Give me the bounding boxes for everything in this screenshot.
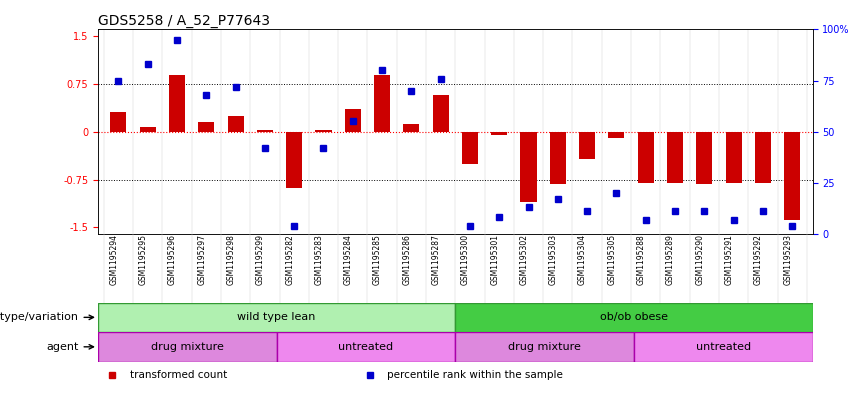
Bar — [140, 127, 156, 132]
Text: transformed count: transformed count — [130, 370, 227, 380]
Bar — [455, 303, 813, 332]
Text: GSM1195292: GSM1195292 — [754, 234, 762, 285]
Bar — [696, 132, 712, 184]
Text: agent: agent — [46, 342, 94, 352]
Bar — [726, 132, 742, 183]
Bar — [403, 124, 420, 132]
Bar — [637, 132, 654, 183]
Text: GSM1195287: GSM1195287 — [431, 234, 441, 285]
Text: drug mixture: drug mixture — [151, 342, 224, 352]
Text: GSM1195293: GSM1195293 — [783, 234, 792, 285]
Text: GSM1195299: GSM1195299 — [256, 234, 265, 285]
Text: GSM1195305: GSM1195305 — [608, 234, 616, 285]
Bar — [286, 132, 302, 188]
Bar — [432, 95, 448, 132]
Bar — [462, 132, 478, 163]
Text: GSM1195296: GSM1195296 — [168, 234, 177, 285]
Bar — [608, 132, 625, 138]
Bar — [455, 332, 634, 362]
Text: GSM1195285: GSM1195285 — [373, 234, 382, 285]
Text: GSM1195288: GSM1195288 — [637, 234, 646, 285]
Bar — [784, 132, 800, 220]
Bar — [257, 130, 273, 132]
Bar — [227, 116, 243, 132]
Bar — [168, 75, 185, 132]
Bar — [491, 132, 507, 135]
Bar — [374, 75, 390, 132]
Text: GSM1195298: GSM1195298 — [226, 234, 236, 285]
Bar — [345, 109, 361, 132]
Bar — [316, 130, 332, 132]
Text: untreated: untreated — [339, 342, 393, 352]
Text: GSM1195284: GSM1195284 — [344, 234, 353, 285]
Text: GSM1195301: GSM1195301 — [490, 234, 500, 285]
Text: percentile rank within the sample: percentile rank within the sample — [387, 370, 563, 380]
Text: GSM1195304: GSM1195304 — [578, 234, 587, 285]
Text: GSM1195297: GSM1195297 — [197, 234, 206, 285]
Bar — [634, 332, 813, 362]
Text: ob/ob obese: ob/ob obese — [600, 312, 668, 322]
Text: GSM1195294: GSM1195294 — [110, 234, 118, 285]
Bar — [98, 303, 455, 332]
Bar — [579, 132, 595, 159]
Text: GSM1195283: GSM1195283 — [315, 234, 323, 285]
Text: GSM1195303: GSM1195303 — [549, 234, 557, 285]
Bar — [111, 112, 127, 132]
Bar — [755, 132, 771, 183]
Text: GSM1195302: GSM1195302 — [519, 234, 528, 285]
Bar — [98, 332, 277, 362]
Text: GSM1195290: GSM1195290 — [695, 234, 705, 285]
Text: untreated: untreated — [696, 342, 751, 352]
Text: genotype/variation: genotype/variation — [0, 312, 94, 322]
Bar — [198, 122, 214, 132]
Text: GSM1195300: GSM1195300 — [461, 234, 470, 285]
Bar — [521, 132, 537, 202]
Text: GSM1195295: GSM1195295 — [139, 234, 148, 285]
Text: GSM1195289: GSM1195289 — [666, 234, 675, 285]
Text: wild type lean: wild type lean — [237, 312, 316, 322]
Bar — [277, 332, 455, 362]
Text: GDS5258 / A_52_P77643: GDS5258 / A_52_P77643 — [98, 15, 270, 28]
Bar — [667, 132, 683, 183]
Text: GSM1195282: GSM1195282 — [285, 234, 294, 285]
Bar — [550, 132, 566, 184]
Text: drug mixture: drug mixture — [508, 342, 581, 352]
Text: GSM1195286: GSM1195286 — [403, 234, 411, 285]
Text: GSM1195291: GSM1195291 — [724, 234, 734, 285]
